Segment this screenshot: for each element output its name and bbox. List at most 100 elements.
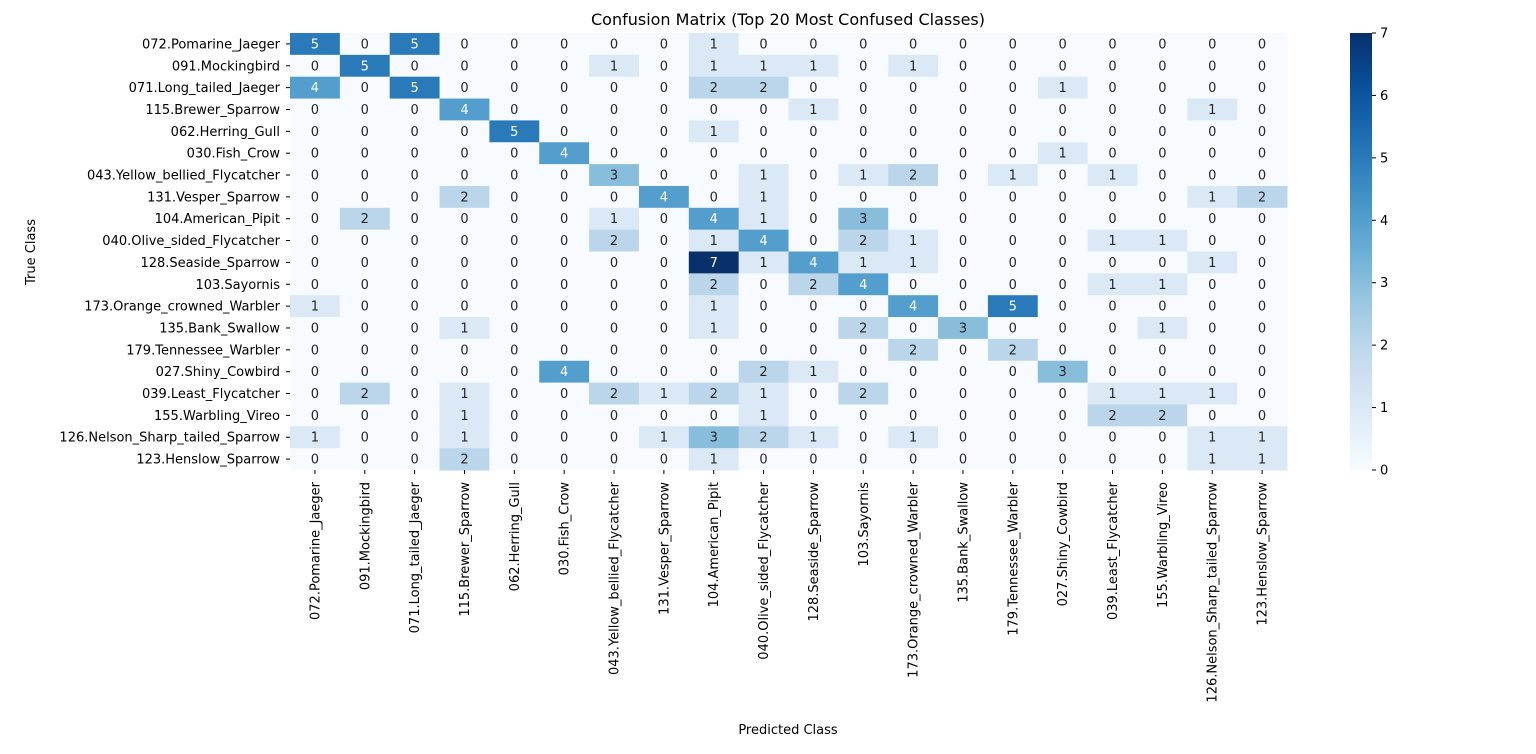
- heatmap-cell: [987, 33, 1039, 56]
- heatmap-cell: [290, 317, 341, 340]
- cell-value-label: 0: [610, 278, 618, 293]
- heatmap-cell: [439, 229, 490, 252]
- heatmap-cell: [1137, 338, 1188, 362]
- cell-value-label: 0: [859, 190, 867, 205]
- cell-value-label: 0: [710, 147, 718, 162]
- heatmap-cell: [1237, 185, 1288, 209]
- heatmap-cell: [589, 229, 640, 252]
- heatmap-cell: [738, 76, 789, 100]
- heatmap-cell: [339, 185, 391, 209]
- cell-value-label: 0: [1258, 321, 1266, 336]
- cell-value-label: 0: [410, 59, 418, 74]
- cell-value-label: 1: [311, 431, 319, 446]
- cell-value-label: 0: [361, 321, 369, 336]
- heatmap-cell: [788, 207, 839, 231]
- cell-value-label: 3: [959, 321, 967, 336]
- cell-value-label: 0: [560, 278, 568, 293]
- cell-value-label: 1: [1158, 321, 1166, 336]
- cell-value-label: 1: [759, 409, 767, 424]
- heatmap-cell: [539, 207, 590, 231]
- heatmap-cell: [439, 448, 490, 471]
- cell-value-label: 0: [1258, 365, 1266, 380]
- heatmap-cell: [938, 120, 989, 143]
- heatmap-cell: [539, 317, 590, 340]
- cell-value-label: 0: [610, 190, 618, 205]
- heatmap-cell: [1237, 426, 1288, 449]
- heatmap-cell: [539, 229, 590, 252]
- cell-value-label: 0: [1158, 169, 1166, 184]
- cell-value-label: 0: [510, 234, 518, 249]
- heatmap-cell: [638, 382, 690, 405]
- cell-value-label: 0: [1009, 81, 1017, 96]
- cell-value-label: 0: [859, 343, 867, 358]
- cell-value-label: 0: [909, 190, 917, 205]
- heatmap-cell: [788, 164, 839, 187]
- heatmap-cell: [290, 207, 341, 231]
- cell-value-label: 0: [1158, 125, 1166, 140]
- heatmap-cell: [290, 404, 341, 427]
- heatmap-cell: [290, 360, 341, 384]
- colorbar-tick-label: 1: [1380, 401, 1388, 416]
- cell-value-label: 0: [809, 409, 817, 424]
- heatmap-cell: [738, 54, 789, 78]
- cell-value-label: 0: [660, 278, 668, 293]
- heatmap-cell: [389, 273, 441, 296]
- heatmap-cell: [638, 404, 690, 427]
- cell-value-label: 1: [759, 59, 767, 74]
- cell-value-label: 0: [1258, 59, 1266, 74]
- heatmap-cell: [539, 142, 590, 165]
- cell-value-label: 0: [1258, 343, 1266, 358]
- heatmap-cell: [389, 207, 441, 231]
- cell-value-label: 2: [809, 278, 817, 293]
- cell-value-label: 0: [560, 59, 568, 74]
- cell-value-label: 0: [1059, 125, 1067, 140]
- heatmap-cell: [539, 404, 590, 427]
- y-tick-label: 072.Pomarine_Jaeger: [142, 37, 281, 52]
- cell-value-label: 0: [809, 387, 817, 402]
- heatmap-cell: [1187, 76, 1238, 100]
- cell-value-label: 1: [460, 321, 468, 336]
- cell-value-label: 0: [510, 169, 518, 184]
- heatmap-cell: [938, 164, 989, 187]
- cell-value-label: 1: [1059, 147, 1067, 162]
- cell-value-label: 0: [410, 234, 418, 249]
- cell-value-label: 0: [959, 103, 967, 118]
- cell-value-label: 0: [1059, 103, 1067, 118]
- cell-value-label: 0: [959, 190, 967, 205]
- cell-value-label: 0: [759, 453, 767, 468]
- cell-value-label: 1: [1208, 256, 1216, 271]
- heatmap-cell: [938, 54, 989, 78]
- cell-value-label: 0: [1158, 300, 1166, 315]
- heatmap-cell: [788, 251, 839, 274]
- cell-value-label: 0: [560, 431, 568, 446]
- cell-value-label: 0: [361, 278, 369, 293]
- heatmap-cell: [638, 98, 690, 121]
- heatmap-cell: [539, 54, 590, 78]
- heatmap-cell: [589, 142, 640, 165]
- cell-value-label: 0: [311, 256, 319, 271]
- heatmap-cell: [1187, 360, 1238, 384]
- heatmap-cell: [1237, 164, 1288, 187]
- heatmap-cell: [539, 76, 590, 100]
- heatmap-cell: [339, 142, 391, 165]
- heatmap-cell: [489, 317, 540, 340]
- heatmap-cell: [838, 229, 889, 252]
- heatmap-cell: [738, 295, 789, 318]
- heatmap-cell: [1037, 229, 1089, 252]
- heatmap-cell: [539, 360, 590, 384]
- cell-value-label: 0: [460, 59, 468, 74]
- cell-value-label: 0: [809, 300, 817, 315]
- cell-value-label: 0: [759, 103, 767, 118]
- heatmap-cell: [788, 33, 839, 56]
- heatmap-cell: [439, 185, 490, 209]
- cell-value-label: 0: [660, 81, 668, 96]
- cell-value-label: 0: [959, 125, 967, 140]
- cell-value-label: 1: [1258, 431, 1266, 446]
- heatmap-cell: [1037, 448, 1089, 471]
- heatmap-cell: [1187, 229, 1238, 252]
- heatmap-cell: [688, 360, 740, 384]
- cell-value-label: 0: [311, 321, 319, 336]
- heatmap-cell: [1087, 98, 1138, 121]
- cell-value-label: 0: [1208, 169, 1216, 184]
- heatmap-cell: [290, 54, 341, 78]
